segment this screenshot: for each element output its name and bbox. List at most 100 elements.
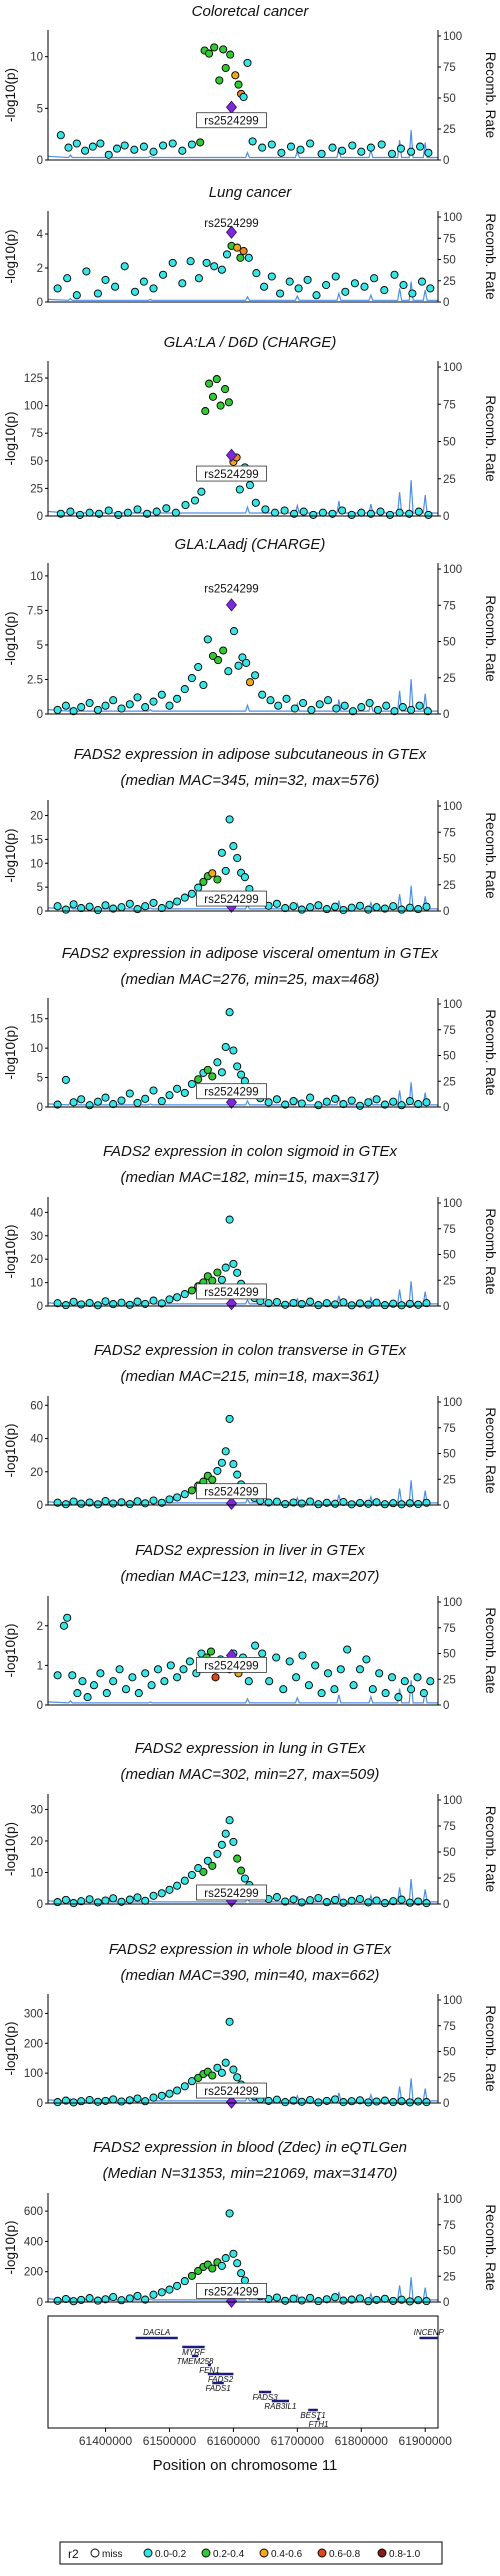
data-point <box>219 45 228 54</box>
data-point <box>117 903 126 912</box>
data-point <box>89 1681 99 1690</box>
data-point <box>331 272 340 281</box>
data-point <box>141 703 150 712</box>
data-point <box>389 1897 398 1906</box>
data-point <box>215 76 224 85</box>
data-point <box>272 1297 281 1307</box>
data-point <box>331 1895 340 1904</box>
data-point <box>389 1499 398 1508</box>
y2-tick-label: 0 <box>443 297 449 309</box>
data-point <box>69 2098 78 2107</box>
data-point <box>347 2295 356 2304</box>
data-point <box>289 1895 298 1904</box>
y-axis-label: -log10(p) <box>3 611 18 665</box>
data-point <box>314 901 323 910</box>
legend: r2 miss 0.0-0.2 0.2-0.4 0.4-0.6 0.6-0.8 0.8-1.… <box>59 2541 443 2565</box>
y-tick-label: 200 <box>24 2038 43 2050</box>
data-point <box>93 1898 102 1907</box>
data-point <box>157 2288 166 2297</box>
data-point <box>289 902 298 911</box>
y2-tick-label: 50 <box>443 1649 456 1661</box>
data-point <box>221 866 230 875</box>
y-axis-label: -log10(p) <box>3 1224 18 1278</box>
data-point <box>274 701 283 710</box>
data-point <box>221 2254 230 2263</box>
data-point <box>152 507 161 516</box>
data-point <box>238 653 247 662</box>
x-tick-label: 61700000 <box>271 2434 325 2448</box>
data-point <box>101 1093 110 1102</box>
data-point <box>96 139 105 148</box>
data-point <box>397 1101 406 1110</box>
data-point <box>217 2068 226 2077</box>
data-point <box>415 701 424 710</box>
y2-tick-label: 75 <box>443 600 456 612</box>
data-point <box>185 1657 194 1666</box>
data-point <box>422 1098 431 1107</box>
y-axis-label: -log10(p) <box>3 229 18 283</box>
data-point <box>53 1100 62 1109</box>
data-point <box>424 510 433 519</box>
data-point <box>261 505 270 514</box>
data-point <box>205 379 214 388</box>
data-point <box>125 1089 134 1098</box>
data-point <box>355 901 365 910</box>
data-point <box>203 1065 212 1074</box>
panel-title: FADS2 expression in liver in GTEx <box>135 1542 365 1559</box>
y-axis-label: -log10(p) <box>3 828 18 882</box>
data-point <box>299 507 308 516</box>
lead-snp-label: rs2524299 <box>204 894 258 906</box>
data-point <box>405 2098 414 2107</box>
data-point <box>407 1685 416 1694</box>
data-point <box>157 1889 166 1898</box>
data-point <box>197 487 206 496</box>
data-point <box>281 1897 290 1906</box>
data-point <box>190 496 200 505</box>
data-point <box>229 842 238 851</box>
gene-label: FADS2 <box>208 2375 234 2384</box>
data-point <box>423 707 432 716</box>
gene-label: FTH1 <box>308 2420 328 2429</box>
data-point <box>217 2261 226 2270</box>
panel-title: GLA:LA / D6D (CHARGE) <box>164 334 337 351</box>
data-point <box>61 701 70 710</box>
y-tick-label: 1 <box>37 1660 43 1672</box>
data-point <box>61 2294 70 2304</box>
y-tick-label: 0 <box>37 2297 43 2309</box>
lead-snp-label-box <box>196 1483 267 1500</box>
legend-label: miss <box>102 2549 123 2560</box>
data-point <box>318 508 327 517</box>
y-tick-label: 5 <box>37 1073 43 1085</box>
data-point <box>347 1301 356 1310</box>
data-point <box>364 905 373 914</box>
y2-axis-label: Recomb. Rate <box>483 1009 498 1095</box>
data-point <box>296 145 305 154</box>
legend-swatch <box>201 2548 211 2558</box>
data-point <box>424 148 433 157</box>
data-point <box>61 1895 70 1904</box>
data-point <box>210 262 219 271</box>
data-point <box>338 506 347 515</box>
data-point <box>281 1300 290 1309</box>
data-point <box>314 1893 323 1903</box>
data-point <box>272 899 281 908</box>
data-point <box>231 71 240 80</box>
data-point <box>111 282 120 291</box>
data-point <box>405 1898 414 1907</box>
data-point <box>422 1299 431 1308</box>
lead-snp-marker <box>225 1297 238 1311</box>
data-point <box>101 1496 110 1506</box>
y-tick-label: 300 <box>24 2008 43 2020</box>
data-point <box>225 2209 234 2218</box>
data-point <box>266 696 275 705</box>
data-point <box>382 701 391 710</box>
y-tick-label: 30 <box>30 1231 43 1243</box>
y-tick-label: 400 <box>24 2236 43 2248</box>
panel-title: Lung cancer <box>209 184 293 201</box>
data-point <box>258 690 267 699</box>
data-point <box>355 1299 365 1308</box>
y2-tick-label: 100 <box>443 212 462 224</box>
data-point <box>179 1665 188 1674</box>
data-point <box>180 893 189 902</box>
data-point <box>372 1896 381 1905</box>
